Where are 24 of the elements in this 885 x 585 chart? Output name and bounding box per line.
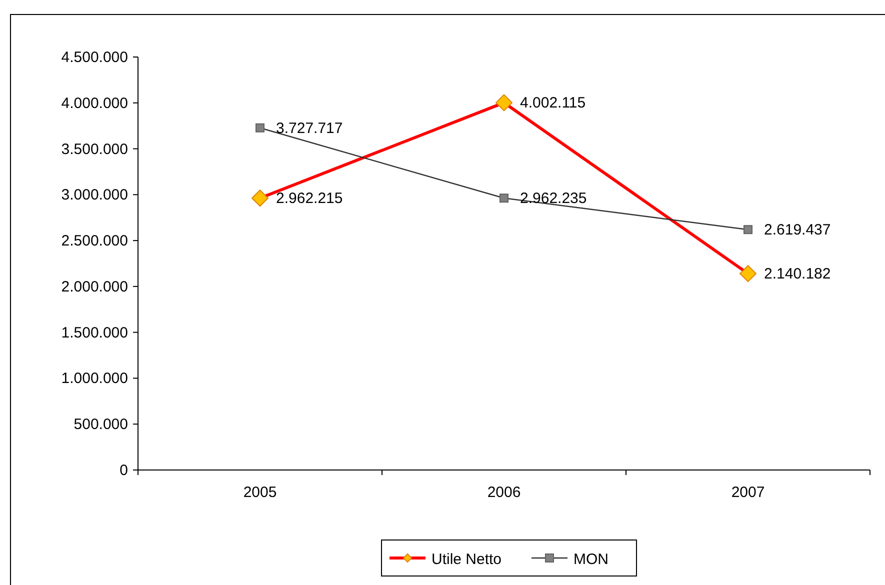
x-tick-label: 2005 xyxy=(243,484,277,501)
point xyxy=(500,194,508,203)
data-label: 2.140.182 xyxy=(764,266,831,283)
y-tick-label: 0 xyxy=(120,462,128,479)
y-tick-label: 2.500.000 xyxy=(61,232,128,250)
y-tick-label: 2.000.000 xyxy=(61,278,128,296)
y-tick-label: 1.500.000 xyxy=(61,324,128,342)
legend-label: Utile Netto xyxy=(432,551,502,568)
y-tick-label: 4.500.000 xyxy=(61,49,128,66)
y-tick-label: 500.000 xyxy=(74,416,128,434)
data-label: 2.962.215 xyxy=(276,190,343,208)
data-label: 3.727.717 xyxy=(276,120,343,137)
data-label: 2.962.235 xyxy=(520,190,587,208)
x-tick-label: 2006 xyxy=(487,484,521,501)
x-tick-label: 2007 xyxy=(731,484,765,501)
y-tick-label: 1.000.000 xyxy=(61,370,128,388)
y-tick-label: 3.500.000 xyxy=(61,140,128,158)
y-tick-label: 3.000.000 xyxy=(61,186,128,204)
data-label: 2.619.437 xyxy=(764,222,831,239)
data-label: 4.002.115 xyxy=(520,94,586,112)
legend-label: MON xyxy=(574,551,608,568)
point xyxy=(744,225,752,234)
y-tick-label: 4.000.000 xyxy=(61,94,128,112)
point xyxy=(256,123,264,132)
